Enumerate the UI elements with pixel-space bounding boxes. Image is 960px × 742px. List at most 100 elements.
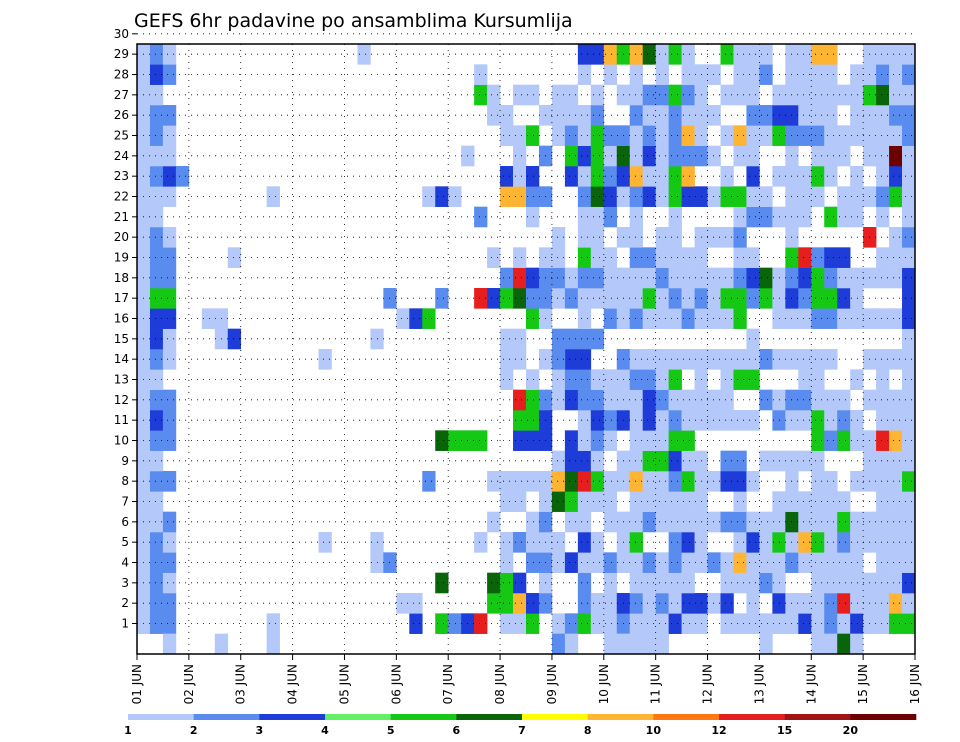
heatmap-cell [577, 267, 592, 289]
heatmap-cell [629, 267, 643, 289]
heatmap-cell [655, 593, 669, 614]
heatmap-cell [850, 572, 864, 594]
heatmap-cell [733, 267, 747, 289]
heatmap-cell [513, 84, 527, 106]
heatmap-cell [746, 64, 760, 85]
heatmap-cell [889, 267, 903, 289]
heatmap-cell [837, 613, 851, 634]
heatmap-cell [513, 349, 527, 370]
heatmap-cell [603, 186, 618, 207]
heatmap-cell [149, 186, 164, 207]
heatmap-cell [733, 145, 747, 167]
heatmap-cell [668, 186, 682, 207]
heatmap-cell [811, 308, 825, 329]
heatmap-cell [526, 308, 540, 329]
heatmap-cell [811, 389, 825, 411]
heatmap-cell [603, 206, 618, 228]
heatmap-cell [759, 532, 773, 553]
heatmap-cell [162, 227, 177, 248]
heatmap-cell [564, 328, 579, 350]
heatmap-cell [746, 288, 760, 309]
heatmap-cell [707, 308, 721, 329]
heatmap-cell [487, 288, 501, 309]
y-tick-label: 19 [114, 251, 129, 265]
heatmap-cell [681, 64, 695, 85]
colorbar-label: 5 [387, 724, 395, 737]
heatmap-cell [655, 308, 669, 329]
heatmap-cell [162, 44, 177, 65]
heatmap-cell [824, 593, 838, 614]
heatmap-cell [642, 288, 656, 309]
heatmap-cell [876, 532, 890, 553]
heatmap-cell [850, 206, 864, 228]
heatmap-cell [837, 491, 851, 512]
x-axis-ticks: 01 JUN 02 JUN 03 JUN 04 JUN 05 JUN 06 JUN 07 J… [130, 654, 922, 704]
heatmap-cell [149, 64, 164, 85]
heatmap-cell [629, 105, 643, 126]
heatmap-cell [798, 125, 812, 146]
heatmap-cell [577, 572, 592, 594]
heatmap-cell [564, 288, 579, 309]
x-tick-label: 16 JUN [908, 664, 922, 704]
heatmap-cell [655, 552, 669, 573]
heatmap-cell [681, 532, 695, 553]
heatmap-cell [655, 511, 669, 533]
heatmap-cell [603, 430, 618, 451]
heatmap-cell [551, 389, 566, 411]
heatmap-cell [902, 105, 916, 126]
heatmap-cell [889, 186, 903, 207]
heatmap-cell [513, 125, 527, 146]
heatmap-cell [746, 267, 760, 289]
heatmap-cell [526, 267, 540, 289]
heatmap-cell [175, 166, 190, 187]
heatmap-cell [681, 308, 695, 329]
heatmap-cell [214, 633, 229, 655]
heatmap-cell [318, 532, 332, 553]
colorbar-label: 2 [190, 724, 198, 737]
heatmap-cell [707, 267, 721, 289]
heatmap-cell [616, 633, 631, 655]
heatmap-cell [655, 491, 669, 512]
heatmap-cell [681, 471, 695, 492]
heatmap-cell [798, 511, 812, 533]
heatmap-cell [850, 593, 864, 614]
heatmap-cell [798, 450, 812, 472]
y-tick-label: 27 [114, 88, 129, 102]
heatmap-cell [526, 206, 540, 228]
heatmap-cell [500, 105, 514, 126]
heatmap-cell [513, 328, 527, 350]
heatmap-cell [409, 593, 423, 614]
heatmap-cell [396, 593, 410, 614]
heatmap-cell [668, 613, 682, 634]
heatmap-cell [733, 572, 747, 594]
heatmap-cell [876, 471, 890, 492]
heatmap-cell [564, 145, 579, 167]
heatmap-cell [902, 410, 916, 431]
heatmap-cell [798, 308, 812, 329]
heatmap-cell [564, 552, 579, 573]
heatmap-cell [681, 389, 695, 411]
heatmap-cell [642, 267, 656, 289]
heatmap-cell [629, 186, 643, 207]
heatmap-cell [889, 532, 903, 553]
heatmap-cell [577, 186, 592, 207]
heatmap-cell [889, 572, 903, 594]
heatmap-cell [162, 552, 177, 573]
heatmap-cell [876, 511, 890, 533]
heatmap-cell [487, 471, 501, 492]
heatmap-cell [759, 613, 773, 634]
heatmap-cell [811, 633, 825, 655]
y-tick-label: 1 [121, 617, 129, 631]
heatmap-cell [162, 532, 177, 553]
heatmap-cell [590, 206, 605, 228]
x-tick-label: 04 JUN [286, 664, 300, 704]
heatmap-cell [383, 552, 397, 573]
heatmap-cell [889, 166, 903, 187]
colorbar-label: 3 [256, 724, 264, 737]
heatmap-cell [889, 410, 903, 431]
heatmap-cell [720, 552, 734, 573]
heatmap-cell [162, 471, 177, 492]
heatmap-cell [629, 491, 643, 512]
heatmap-cell [876, 206, 890, 228]
heatmap-cell [409, 308, 423, 329]
